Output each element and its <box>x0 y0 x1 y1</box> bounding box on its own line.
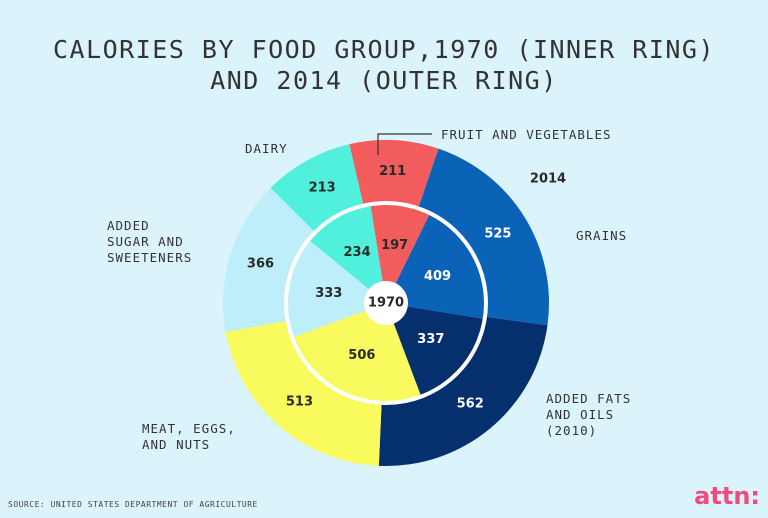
outer-2014-value-label: 366 <box>247 256 274 271</box>
inner-1970-value-label: 337 <box>417 332 444 347</box>
label-grains: GRAINS <box>576 228 628 243</box>
outer-2014-slice-5 <box>270 144 364 233</box>
outer-2014-value-label: 213 <box>309 181 336 196</box>
inner-1970-value-label: 409 <box>424 269 451 284</box>
fruit-leader-line <box>377 133 432 155</box>
inner-1970-value-label: 506 <box>348 348 375 363</box>
chart-title: CALORIES BY FOOD GROUP,1970 (INNER RING)… <box>52 35 716 95</box>
inner-1970-value-label: 234 <box>344 245 371 260</box>
inner-1970-value-label: 333 <box>315 286 342 301</box>
inner-1970-slice-3 <box>292 303 422 403</box>
label-fruit: FRUIT AND VEGETABLES <box>441 127 612 142</box>
outer-2014-value-label: 562 <box>457 397 484 412</box>
inner-1970-slice-0 <box>370 203 431 303</box>
attn-logo: attn: <box>694 482 760 510</box>
label-sugar: ADDED SUGAR AND SWEETENERS <box>107 218 193 265</box>
inner-1970-slice-4 <box>286 239 386 338</box>
outer-2014-slice-1 <box>418 148 549 326</box>
outer-2014-slice-2 <box>378 316 548 467</box>
outer-2014-value-label: 513 <box>286 395 313 410</box>
outer-2014-slice-4 <box>222 187 316 332</box>
label-meat: MEAT, EGGS, AND NUTS <box>142 421 236 452</box>
outer-ring-label-2014: 2014 <box>530 172 566 187</box>
outer-2014-value-label: 211 <box>379 164 406 179</box>
ring-divider <box>284 201 488 405</box>
outer-2014-value-label: 525 <box>484 226 511 241</box>
outer-2014-slice-3 <box>225 320 382 466</box>
inner-1970-slice-2 <box>386 303 485 397</box>
center-hole <box>364 281 408 325</box>
center-label-1970: 1970 <box>368 296 404 311</box>
inner-1970-slice-5 <box>308 204 386 303</box>
inner-1970-value-label: 197 <box>381 238 408 253</box>
outer-2014-slice-0 <box>349 140 439 209</box>
source-note: SOURCE: UNITED STATES DEPARTMENT OF AGRI… <box>8 500 258 509</box>
label-dairy: DAIRY <box>245 141 288 156</box>
label-fats: ADDED FATS AND OILS (2010) <box>546 391 632 438</box>
